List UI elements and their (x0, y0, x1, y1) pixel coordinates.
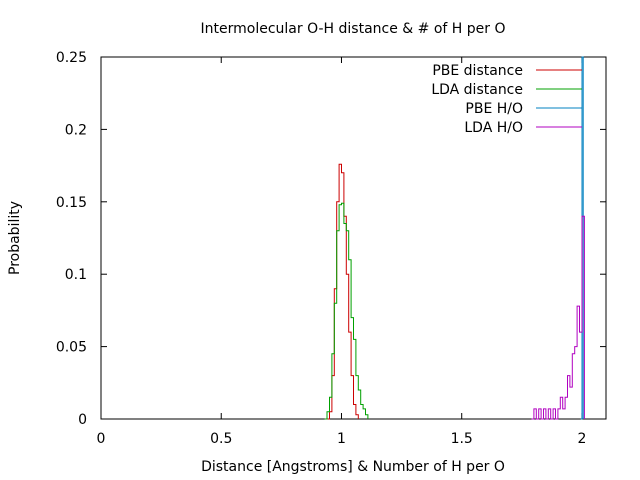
series-line-0 (327, 163, 359, 420)
x-axis-label: Distance [Angstroms] & Number of H per O (201, 459, 505, 475)
y-tick-label: 0.05 (56, 340, 87, 356)
plot-frame (100, 56, 607, 420)
x-tick-label: 1 (337, 431, 346, 447)
y-tick-label: 0.1 (65, 267, 87, 283)
y-tick-label: 0.15 (56, 195, 87, 211)
series-lines (324, 56, 585, 420)
y-tick-label: 0.2 (65, 122, 87, 138)
y-tick-label: 0 (78, 412, 87, 428)
series-line-2 (580, 56, 584, 420)
x-tick-label: 0 (97, 431, 106, 447)
y-axis-label: Probability (7, 201, 23, 275)
legend-label: LDA distance (431, 82, 523, 98)
x-tick-label: 1.5 (451, 431, 473, 447)
x-tick-label: 0.5 (210, 431, 232, 447)
chart-title: Intermolecular O-H distance & # of H per… (201, 21, 506, 37)
legend: PBE distance LDA distance PBE H/O LDA H/O (431, 63, 582, 136)
legend-label: PBE distance (432, 63, 523, 79)
x-tick-label: 2 (577, 431, 586, 447)
axis-ticks: 0 0.05 0.1 0.15 0.2 0.25 0 0.5 1 1.5 2 (56, 50, 606, 447)
y-tick-label: 0.25 (56, 50, 87, 66)
series-line-1 (324, 202, 369, 420)
legend-label: PBE H/O (465, 101, 523, 117)
legend-label: LDA H/O (464, 120, 523, 136)
series-line-3 (531, 215, 585, 420)
